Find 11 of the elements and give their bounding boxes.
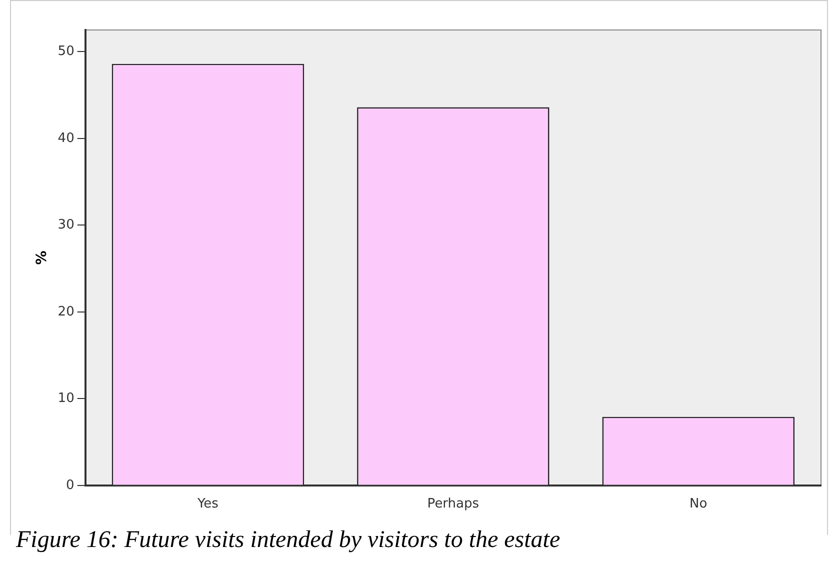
y-tick-label: 20	[58, 304, 74, 320]
x-tick-label: Perhaps	[427, 496, 480, 512]
x-tick-label: No	[690, 496, 708, 512]
y-tick-label: 30	[58, 218, 74, 233]
caption: Figure 16: Future visits intended by visitors to the estate	[16, 527, 560, 554]
y-tick-label: 40	[58, 130, 74, 146]
x-tick-label: Yes	[196, 496, 219, 512]
y-tick-label: 50	[58, 44, 74, 60]
y-tick-label: 10	[58, 391, 74, 406]
y-tick-label: 0	[66, 478, 74, 493]
y-axis-title: %	[34, 250, 50, 265]
